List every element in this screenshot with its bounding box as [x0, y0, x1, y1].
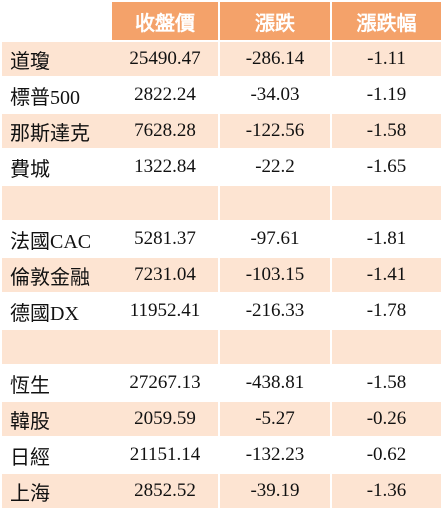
- value-cell: -1.11: [332, 42, 441, 76]
- market-name: 德國DX: [2, 294, 112, 328]
- value-cell: 5281.37: [112, 222, 218, 256]
- market-name: 道瓊: [2, 42, 112, 76]
- value-cell: -103.15: [220, 258, 330, 292]
- value-cell: -286.14: [220, 42, 330, 76]
- market-name: 日經: [2, 438, 112, 472]
- value-cell: -34.03: [220, 78, 330, 112]
- value-cell: -0.26: [332, 402, 441, 436]
- value-cell: 7628.28: [112, 114, 218, 148]
- value-cell: -1.81: [332, 222, 441, 256]
- market-name: 法國CAC: [2, 222, 112, 256]
- market-name: 那斯達克: [2, 114, 112, 148]
- blank-cell: [220, 186, 330, 220]
- value-cell: -1.78: [332, 294, 441, 328]
- blank-cell: [112, 186, 218, 220]
- blank-cell: [2, 186, 112, 220]
- value-cell: 1322.84: [112, 150, 218, 184]
- blank-cell: [220, 330, 330, 364]
- market-name: 上海: [2, 474, 112, 508]
- value-cell: 2852.52: [112, 474, 218, 508]
- value-cell: -132.23: [220, 438, 330, 472]
- value-cell: -1.19: [332, 78, 441, 112]
- value-cell: -5.27: [220, 402, 330, 436]
- value-cell: 27267.13: [112, 366, 218, 400]
- market-name: 恆生: [2, 366, 112, 400]
- blank-cell: [112, 330, 218, 364]
- blank-cell: [332, 330, 441, 364]
- header-blank: [2, 2, 112, 40]
- market-name: 韓股: [2, 402, 112, 436]
- value-cell: -22.2: [220, 150, 330, 184]
- value-cell: 2059.59: [112, 402, 218, 436]
- header-cell: 收盤價: [112, 2, 218, 40]
- value-cell: -39.19: [220, 474, 330, 508]
- header-cell: 漲跌幅: [332, 2, 441, 40]
- value-cell: -1.58: [332, 366, 441, 400]
- value-cell: -216.33: [220, 294, 330, 328]
- value-cell: -122.56: [220, 114, 330, 148]
- value-cell: -0.62: [332, 438, 441, 472]
- blank-cell: [2, 330, 112, 364]
- value-cell: -1.58: [332, 114, 441, 148]
- header-cell: 漲跌: [220, 2, 330, 40]
- market-name: 標普500: [2, 78, 112, 112]
- market-name: 倫敦金融: [2, 258, 112, 292]
- value-cell: -1.36: [332, 474, 441, 508]
- value-cell: -1.41: [332, 258, 441, 292]
- market-name: 費城: [2, 150, 112, 184]
- value-cell: 11952.41: [112, 294, 218, 328]
- value-cell: -438.81: [220, 366, 330, 400]
- value-cell: -1.65: [332, 150, 441, 184]
- value-cell: 2822.24: [112, 78, 218, 112]
- blank-cell: [332, 186, 441, 220]
- value-cell: 7231.04: [112, 258, 218, 292]
- value-cell: 25490.47: [112, 42, 218, 76]
- value-cell: -97.61: [220, 222, 330, 256]
- value-cell: 21151.14: [112, 438, 218, 472]
